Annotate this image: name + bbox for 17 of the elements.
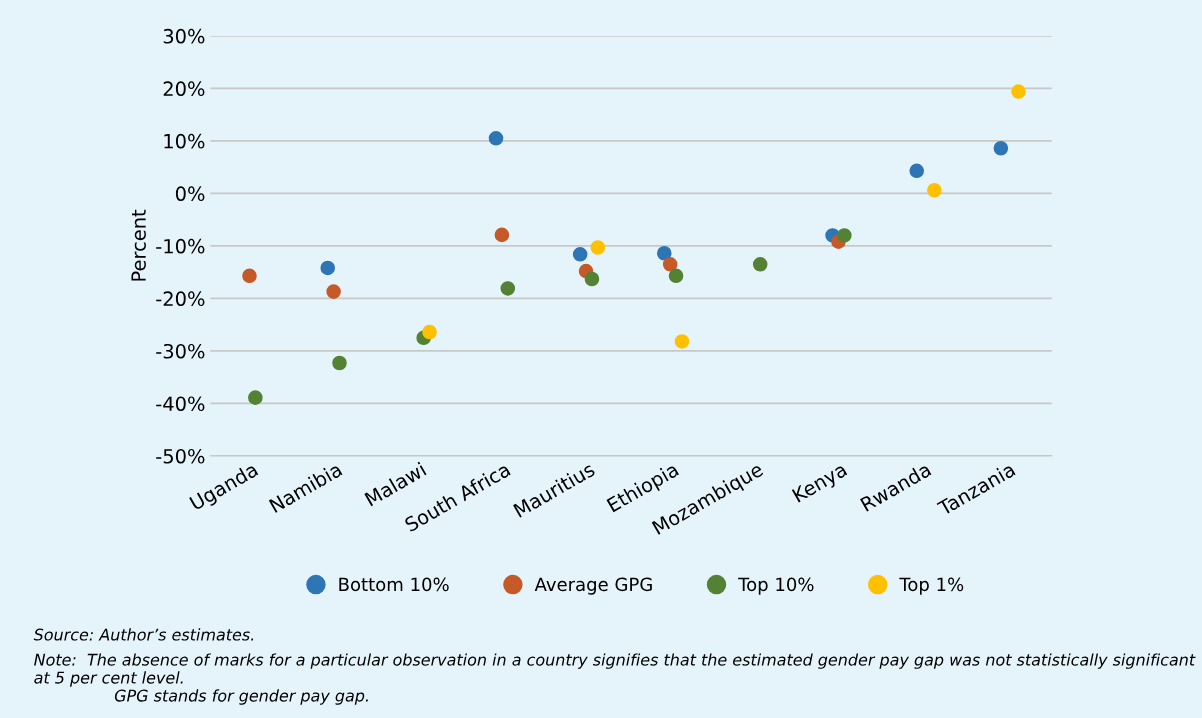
- legend-label: Average GPG: [534, 577, 652, 595]
- y-tick-label: -40%: [156, 396, 205, 412]
- text: GPG stands for gender pay gap.: [114, 689, 368, 705]
- y-tick-label: 10%: [164, 133, 205, 149]
- y-tick-label: -30%: [156, 343, 205, 359]
- y-tick-label: -10%: [156, 238, 205, 254]
- y-axis-title: Percent: [131, 209, 146, 281]
- legend-label: Top 1%: [899, 577, 964, 595]
- y-tick-label: -50%: [156, 448, 205, 464]
- y-tick-label: 20%: [163, 81, 205, 97]
- y-tick-label: -20%: [156, 291, 205, 307]
- legend-label: Bottom 10%: [339, 577, 449, 592]
- y-tick-label: 0%: [175, 186, 205, 202]
- legend-label: Top 10%: [738, 577, 814, 595]
- source-note: Source: Author’s estimates.: [33, 628, 254, 641]
- y-tick-label: 30%: [163, 28, 205, 44]
- text: Note: The absence of marks for a particular observation in a country signifies that the estimated gender pay gap was not statistically significant at 5 per cent level.: [34, 653, 1196, 687]
